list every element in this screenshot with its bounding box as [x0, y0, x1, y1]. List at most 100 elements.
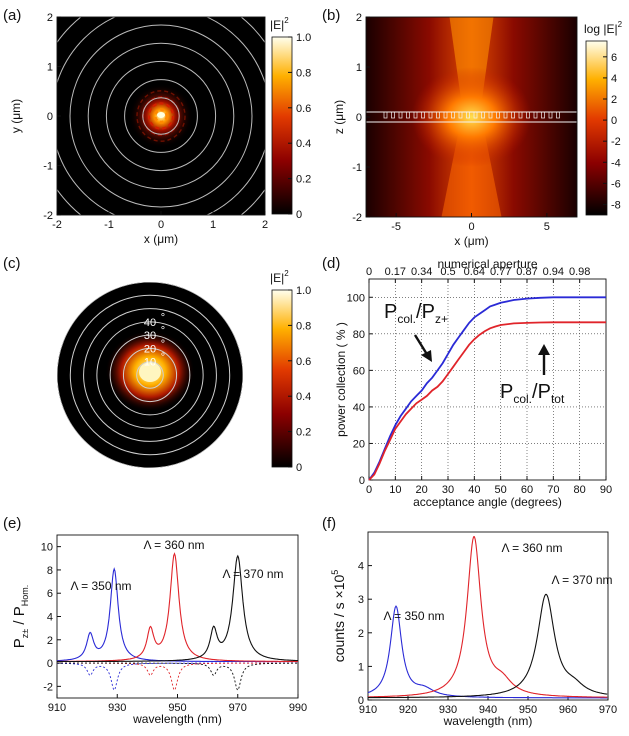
panel-a-ring [124, 79, 198, 153]
panel-f-ylabel: counts / s ×105 [330, 570, 347, 663]
peak-label-370: Λ = 370 nm [551, 573, 612, 587]
spectrum-dotted [57, 662, 298, 691]
panel-c-ring [136, 361, 164, 389]
panel-b-grating [451, 111, 455, 119]
panel-b-grating [541, 111, 545, 119]
x-tick-label: -2 [52, 219, 62, 231]
colorbar-tick-label: -6 [611, 178, 621, 190]
peak-label-350: Λ = 350 nm [383, 609, 444, 623]
panel-b-grating [511, 111, 515, 119]
x-tick-label: 0 [158, 219, 164, 231]
panel-a-ring [142, 97, 180, 135]
x-tick-label: 950 [168, 702, 186, 714]
panel-b-grating [518, 111, 523, 119]
x-tick-label: 30 [442, 484, 454, 496]
panel-d-top-label: numerical aperture [437, 257, 537, 271]
panel-c-ring [96, 321, 204, 429]
top-tick-label: 0.5 [440, 266, 455, 278]
x-tick-label: 990 [289, 702, 307, 714]
spectrum-line [368, 536, 608, 698]
panel-c-degree: ° [161, 312, 165, 324]
x-tick-label: -5 [391, 221, 401, 233]
annotation-pz: Pcol./Pz+ [384, 301, 448, 326]
y-tick-label: 2 [47, 12, 53, 24]
panel-label: (a) [3, 7, 21, 24]
panel-d-ylabel: power collection ( % ) [334, 322, 348, 437]
panel-b-grating [503, 111, 508, 119]
x-tick-label: 970 [229, 702, 247, 714]
spectrum-dotted [57, 662, 298, 691]
panel-a-ring [105, 60, 217, 172]
top-tick-label: 0.94 [543, 266, 564, 278]
panel-a-xlabel: x (μm) [144, 232, 178, 246]
panel-c-angle-label: 20 [144, 343, 156, 355]
panel-b-grating [496, 111, 500, 119]
panel-b-grating [481, 111, 485, 119]
y-tick-label: 10 [41, 542, 53, 554]
y-tick-label: -1 [43, 161, 53, 173]
x-tick-label: 920 [399, 704, 417, 716]
top-tick-label: 0.98 [569, 266, 590, 278]
colorbar-tick-label: 0 [296, 209, 302, 221]
colorbar-tick-label: -4 [611, 157, 621, 169]
panel-b-ylabel: z (μm) [332, 100, 346, 134]
panel-b-grating [526, 111, 530, 119]
panel-a-ring [69, 24, 253, 208]
y-tick-label: 4 [358, 561, 364, 573]
panel-b-xlabel: x (μm) [454, 234, 488, 248]
panel-c-degree: ° [161, 325, 165, 337]
colorbar-label: |E|2 [270, 269, 289, 285]
top-tick-label: 0.17 [385, 266, 406, 278]
y-tick-label: 40 [353, 402, 365, 414]
colorbar-tick-label: 0.2 [296, 174, 311, 186]
panel-a-colorbar [271, 36, 293, 215]
panel-c-angle-label: 10 [144, 357, 156, 369]
panel-c-hotspot [139, 362, 161, 382]
panel-c-ring [83, 308, 217, 442]
colorbar-tick-label: 4 [611, 73, 617, 85]
panel-c-angle-label: 40 [144, 317, 156, 329]
panel-b-grating [421, 111, 425, 119]
arrow-ptot-head [538, 344, 550, 355]
panel-c-degree: ° [161, 338, 165, 350]
spectrum-line [57, 554, 299, 663]
top-tick-label: 0 [366, 266, 372, 278]
y-tick-label: 8 [47, 565, 53, 577]
panel-c-ring [122, 347, 178, 403]
panel-b-grating [391, 111, 395, 119]
x-tick-label: 0 [366, 484, 372, 496]
panel-c-colorbar [271, 289, 293, 468]
colorbar-tick-label: 0.2 [296, 427, 311, 439]
colorbar-tick-label: 6 [611, 52, 617, 64]
x-tick-label: 910 [48, 702, 66, 714]
colorbar-tick-label: 2 [611, 94, 617, 106]
top-tick-label: 0.87 [516, 266, 537, 278]
panel-label: (d) [322, 255, 340, 272]
top-tick-label: 0.77 [490, 266, 511, 278]
y-tick-label: 2 [356, 12, 362, 24]
y-tick-label: 1 [358, 661, 364, 673]
panel-b-grating [436, 111, 440, 119]
y-tick-label: 60 [353, 365, 365, 377]
panel-a-fringe [136, 90, 186, 142]
panel-e-frame [56, 534, 299, 699]
panel-a-fringe [153, 108, 169, 124]
peak-label-370: Λ = 370 nm [222, 567, 283, 581]
panel-b-grating [533, 111, 538, 119]
panel-c-ring [69, 294, 231, 456]
panel-d-frame [368, 278, 607, 481]
colorbar-tick-label: -2 [611, 136, 621, 148]
x-tick-label: 50 [495, 484, 507, 496]
panel-b-grating [556, 111, 560, 119]
y-tick-label: 100 [347, 292, 365, 304]
y-tick-label: 1 [47, 62, 53, 74]
spectrum-line [368, 593, 608, 699]
panel-a-hotspot [157, 112, 165, 118]
spectrum-line [367, 605, 608, 699]
y-tick-label: 6 [47, 588, 53, 600]
panel-b-grating [488, 111, 493, 119]
colorbar-tick-label: -8 [611, 199, 621, 211]
panel-c-field [57, 282, 243, 468]
panel-b-glow [411, 67, 532, 167]
